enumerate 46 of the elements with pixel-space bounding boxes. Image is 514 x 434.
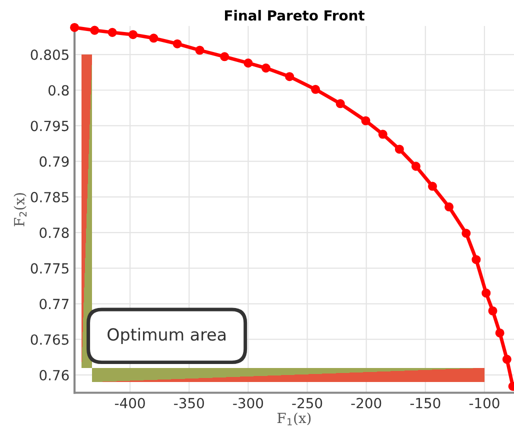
- point: [482, 288, 491, 298]
- point: [411, 162, 420, 171]
- y-tick-label: 0.8: [48, 85, 69, 96]
- point: [128, 30, 138, 40]
- y-tick-label: 0.78: [40, 228, 69, 238]
- point: [495, 328, 504, 338]
- point: [428, 182, 437, 191]
- point: [261, 64, 270, 73]
- x-tick-label: -200: [351, 398, 382, 408]
- point: [502, 354, 512, 364]
- point: [244, 58, 253, 68]
- x-tick-label: -300: [233, 398, 264, 408]
- y-tick-label: 0.77: [40, 298, 68, 310]
- y-tick-label: 0.785: [30, 192, 68, 202]
- y-tick-label: 0.805: [30, 49, 68, 60]
- y-tick-label: 0.795: [30, 120, 68, 132]
- point: [394, 144, 404, 154]
- point: [462, 228, 471, 238]
- x-axis-title: F$_{1}$(x): [277, 412, 311, 426]
- point: [108, 28, 117, 37]
- y-tick-label: 0.775: [30, 263, 68, 274]
- y-tick-label: 0.76: [40, 370, 69, 380]
- y-tick-label: 0.765: [30, 334, 68, 345]
- point: [149, 34, 158, 43]
- x-tick-label: -350: [174, 398, 204, 408]
- point: [311, 84, 320, 94]
- point: [172, 39, 182, 48]
- point: [70, 22, 80, 32]
- point: [444, 202, 454, 212]
- annotation: Optimum area: [108, 328, 226, 344]
- point: [472, 255, 481, 264]
- y-axis-title: F$_{2}$(x): [14, 193, 27, 226]
- point: [90, 26, 100, 35]
- point: [195, 46, 204, 55]
- point: [220, 52, 230, 62]
- point: [378, 130, 388, 139]
- x-tick-label: -400: [114, 398, 145, 408]
- x-tick-label: -150: [410, 398, 440, 408]
- point: [488, 306, 498, 316]
- point: [361, 116, 370, 126]
- y-tick-label: 0.79: [40, 156, 69, 167]
- point: [285, 72, 294, 82]
- point: [336, 99, 345, 108]
- x-tick-label: -250: [292, 398, 322, 408]
- chart-title: Final Pareto Front: [224, 10, 364, 21]
- x-tick-label: -100: [469, 398, 500, 408]
